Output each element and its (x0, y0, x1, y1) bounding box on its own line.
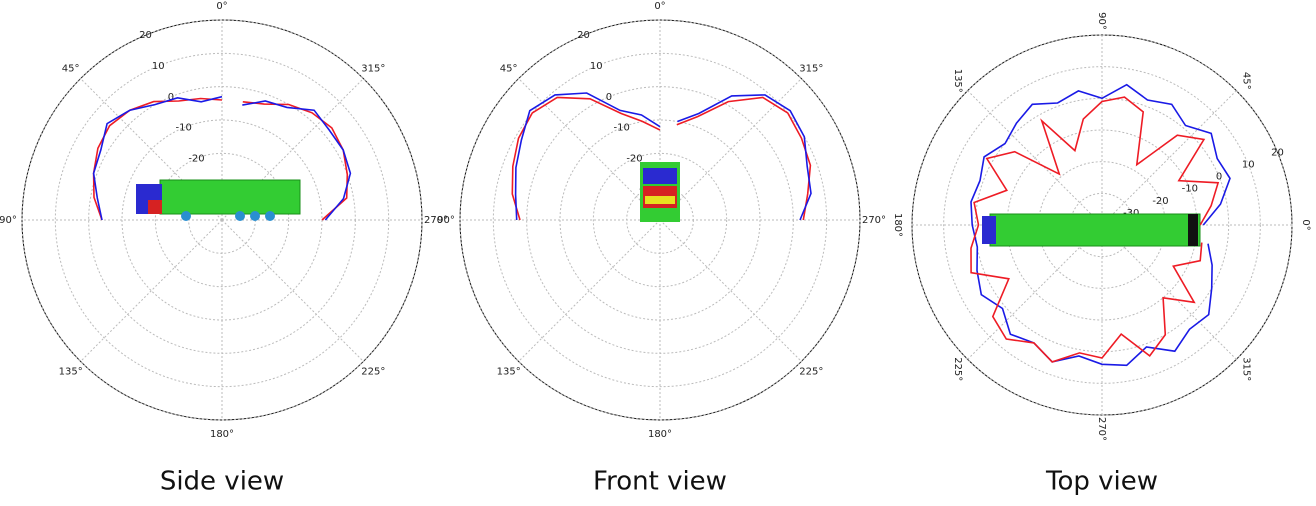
theta-tick-label: 270° (424, 215, 448, 226)
r-tick-label: 20 (1271, 147, 1284, 158)
theta-tick-label: 225° (799, 366, 823, 377)
theta-tick-label: 0° (216, 1, 227, 12)
r-tick-label: 20 (139, 30, 152, 41)
r-tick-label: 10 (152, 61, 165, 72)
theta-tick-label: 90° (1096, 12, 1107, 30)
theta-tick-label: 0° (654, 1, 665, 12)
theta-tick-label: 180° (648, 429, 672, 440)
theta-tick-label: 0° (1300, 219, 1311, 230)
r-tick-label: -10 (1182, 184, 1198, 195)
r-tick-label: 10 (590, 61, 603, 72)
theta-tick-label: 225° (952, 357, 963, 381)
vehicle-front (640, 162, 680, 222)
grid-spoke (222, 220, 363, 361)
theta-tick-label: 45° (1240, 72, 1251, 90)
theta-tick-label: 45° (62, 64, 80, 75)
theta-tick-label: 135° (59, 366, 83, 377)
r-tick-label: 20 (577, 30, 590, 41)
theta-tick-label: 270° (862, 215, 886, 226)
r-tick-label: -20 (188, 153, 204, 164)
vehicle-top (982, 214, 1200, 246)
theta-tick-label: 270° (1096, 417, 1107, 441)
grid-spoke (660, 220, 801, 361)
view-title: Front view (593, 467, 727, 497)
theta-tick-label: 315° (1240, 357, 1251, 381)
theta-tick-label: 45° (500, 64, 518, 75)
polar-chart: -30-20-10010200°45°90°135°180°225°270°31… (0, 1, 448, 440)
theta-tick-label: 135° (952, 69, 963, 93)
grid-spoke (1102, 91, 1236, 225)
theta-tick-label: 135° (497, 366, 521, 377)
view-title: Top view (1045, 467, 1158, 497)
grid-spoke (519, 79, 660, 220)
grid-spoke (81, 220, 222, 361)
theta-tick-label: 180° (892, 213, 903, 237)
r-tick-label: 0 (1216, 172, 1222, 183)
figure: -30-20-10010200°45°90°135°180°225°270°31… (0, 0, 1316, 502)
vehicle-side (136, 180, 300, 221)
r-tick-label: 0 (606, 92, 612, 103)
grid-spoke (519, 220, 660, 361)
theta-tick-label: 315° (799, 64, 823, 75)
theta-tick-label: 90° (0, 215, 17, 226)
r-tick-label: -10 (614, 123, 630, 134)
r-tick-label: 10 (1242, 159, 1255, 170)
r-tick-label: -20 (1152, 196, 1168, 207)
theta-tick-label: 225° (361, 366, 385, 377)
theta-tick-label: 315° (361, 64, 385, 75)
view-title: Side view (160, 467, 284, 497)
theta-tick-label: 180° (210, 429, 234, 440)
r-tick-label: -10 (176, 123, 192, 134)
